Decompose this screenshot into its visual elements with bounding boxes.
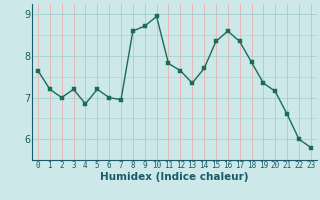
X-axis label: Humidex (Indice chaleur): Humidex (Indice chaleur) xyxy=(100,172,249,182)
